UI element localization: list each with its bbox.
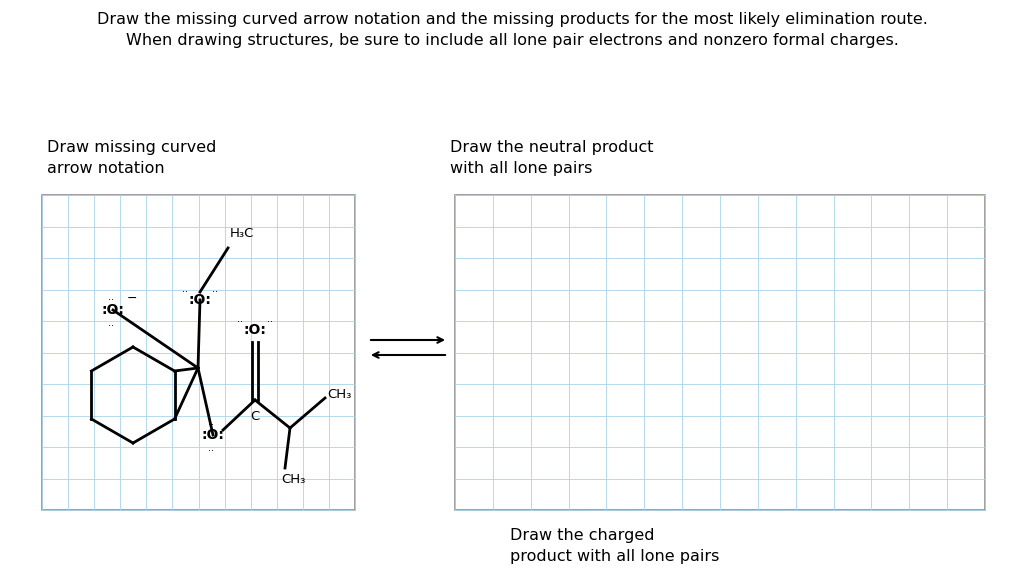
Text: ..: .. (182, 284, 188, 294)
Text: ..: .. (208, 417, 214, 427)
Text: :O:: :O: (101, 303, 125, 317)
Text: ..: .. (237, 314, 243, 324)
Text: ..: .. (108, 318, 114, 328)
Text: Draw the neutral product
with all lone pairs: Draw the neutral product with all lone p… (450, 140, 653, 176)
Text: −: − (127, 292, 137, 304)
Text: ..: .. (212, 284, 218, 294)
Text: H₃C: H₃C (230, 227, 254, 240)
Bar (42, 195, 355, 510)
Text: ..: .. (208, 443, 214, 453)
Text: Draw missing curved
arrow notation: Draw missing curved arrow notation (47, 140, 216, 176)
Bar (455, 195, 985, 510)
Text: :O:: :O: (244, 323, 266, 337)
Text: Draw the missing curved arrow notation and the missing products for the most lik: Draw the missing curved arrow notation a… (96, 12, 928, 48)
Text: CH₃: CH₃ (327, 388, 351, 402)
Text: Draw the charged
product with all lone pairs: Draw the charged product with all lone p… (510, 528, 720, 564)
Text: CH₃: CH₃ (281, 473, 305, 486)
Text: :O:: :O: (202, 428, 224, 442)
Text: :O:: :O: (188, 293, 211, 307)
Text: ..: .. (108, 292, 114, 302)
Text: ..: .. (267, 314, 273, 324)
Text: C: C (251, 410, 260, 423)
